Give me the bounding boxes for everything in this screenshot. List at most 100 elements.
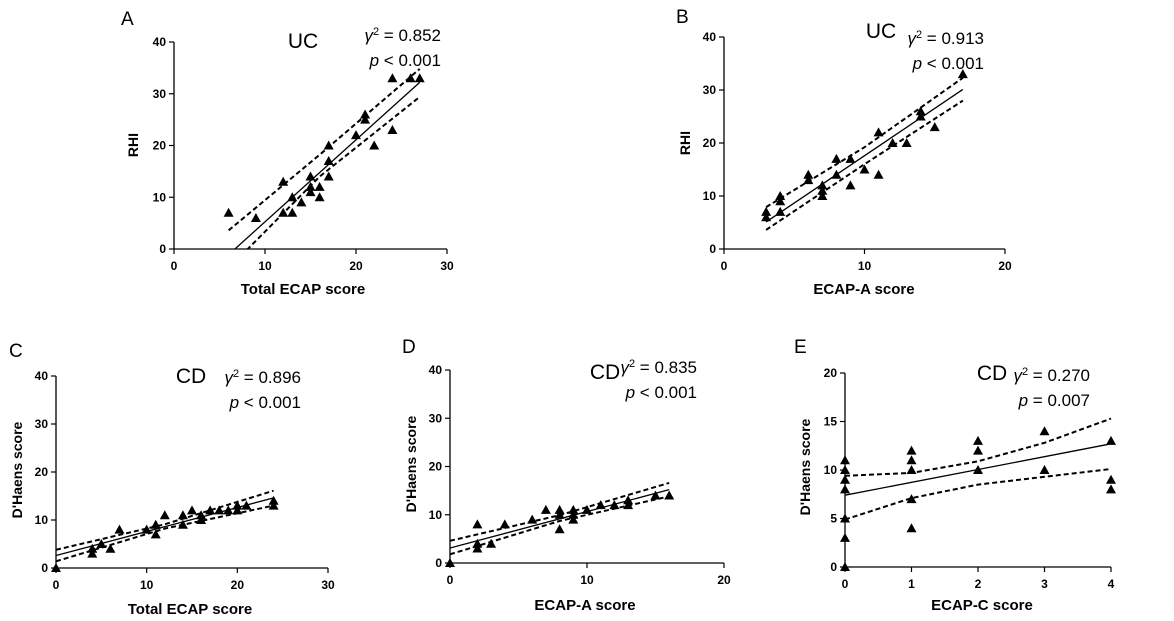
x-tick-label: 0 bbox=[53, 578, 60, 592]
r-squared-annotation: γ2 = 0.835 bbox=[620, 358, 697, 377]
data-point bbox=[840, 474, 850, 484]
data-point bbox=[775, 206, 786, 216]
x-tick-label: 10 bbox=[140, 578, 154, 592]
y-tick-label: 0 bbox=[159, 242, 166, 256]
p-value-annotation: p < 0.001 bbox=[625, 383, 697, 402]
y-tick-label: 40 bbox=[153, 35, 167, 49]
data-point bbox=[609, 500, 620, 510]
data-point bbox=[232, 500, 243, 510]
regression-line bbox=[765, 88, 964, 223]
data-point bbox=[906, 455, 917, 465]
y-tick-label: 10 bbox=[429, 508, 443, 522]
y-axis-label: RHI bbox=[677, 131, 693, 155]
confidence-band-upper bbox=[765, 76, 964, 208]
data-point bbox=[840, 513, 850, 523]
data-point bbox=[305, 181, 316, 191]
data-point bbox=[51, 563, 61, 572]
y-tick-label: 10 bbox=[824, 463, 838, 477]
data-point bbox=[268, 495, 279, 505]
data-point bbox=[803, 175, 814, 185]
data-point bbox=[623, 500, 634, 510]
x-tick-label: 10 bbox=[580, 573, 594, 587]
data-point bbox=[241, 500, 252, 510]
x-tick-label: 30 bbox=[440, 259, 454, 273]
data-point bbox=[314, 181, 325, 191]
data-point bbox=[623, 495, 634, 505]
p-value-annotation: p = 0.007 bbox=[1018, 391, 1090, 410]
data-point bbox=[472, 543, 483, 553]
data-point bbox=[906, 445, 917, 455]
panel-letter: B bbox=[676, 7, 689, 28]
panel-letter: E bbox=[794, 337, 807, 358]
data-point bbox=[817, 191, 828, 200]
data-point bbox=[775, 191, 786, 200]
confidence-band-lower bbox=[765, 99, 964, 231]
x-tick-label: 4 bbox=[1108, 577, 1115, 591]
data-point bbox=[840, 532, 850, 542]
data-point bbox=[775, 196, 786, 206]
data-point bbox=[840, 465, 850, 474]
x-axis-label: ECAP-C score bbox=[931, 597, 1033, 614]
confidence-band-upper bbox=[227, 68, 421, 232]
data-point bbox=[177, 510, 188, 520]
data-point bbox=[296, 197, 307, 207]
data-point bbox=[568, 509, 579, 519]
data-point bbox=[96, 539, 107, 548]
data-point bbox=[915, 106, 926, 116]
data-point bbox=[177, 519, 188, 529]
data-point bbox=[150, 529, 161, 539]
x-axis-label: Total ECAP score bbox=[128, 601, 252, 618]
regression-line bbox=[450, 489, 670, 549]
data-point bbox=[840, 484, 850, 494]
r-squared-annotation: γ2 = 0.852 bbox=[364, 26, 441, 45]
data-point bbox=[1039, 426, 1050, 436]
x-tick-label: 20 bbox=[998, 259, 1012, 273]
data-point bbox=[840, 455, 850, 465]
confidence-band-lower bbox=[246, 96, 421, 249]
regression-line bbox=[56, 497, 274, 557]
data-point bbox=[845, 180, 856, 190]
chart-title: UC bbox=[288, 30, 318, 53]
y-axis-label: RHI bbox=[125, 133, 141, 157]
data-point bbox=[817, 180, 828, 190]
data-point bbox=[957, 69, 968, 79]
y-tick-label: 30 bbox=[35, 417, 49, 431]
data-point bbox=[973, 435, 983, 445]
y-tick-label: 20 bbox=[153, 139, 167, 153]
data-point bbox=[369, 140, 380, 150]
y-tick-label: 20 bbox=[703, 136, 717, 150]
x-tick-label: 30 bbox=[321, 578, 335, 592]
data-point bbox=[323, 140, 334, 150]
data-point bbox=[1106, 474, 1116, 484]
confidence-band-lower bbox=[450, 495, 670, 556]
data-point bbox=[360, 109, 371, 119]
data-point bbox=[803, 169, 814, 179]
data-point bbox=[214, 505, 225, 515]
data-point bbox=[906, 494, 917, 504]
panel-c: 0 10 20 30 40 0 10 20 30 C CD γ2 = 0.896 p < 0.001 To… bbox=[9, 341, 335, 618]
data-point bbox=[831, 169, 842, 179]
y-tick-label: 40 bbox=[703, 30, 717, 44]
data-point bbox=[1106, 484, 1116, 494]
y-tick-label: 0 bbox=[830, 560, 837, 574]
p-value-annotation: p < 0.001 bbox=[369, 51, 441, 70]
data-point bbox=[554, 524, 565, 534]
x-tick-label: 20 bbox=[231, 578, 245, 592]
data-point bbox=[196, 510, 207, 520]
data-point bbox=[540, 504, 551, 514]
data-point bbox=[472, 538, 483, 548]
x-tick-label: 2 bbox=[975, 577, 982, 591]
chart-title: UC bbox=[866, 20, 896, 43]
data-point bbox=[114, 524, 125, 534]
r-squared-annotation: γ2 = 0.270 bbox=[1013, 366, 1090, 385]
data-point bbox=[287, 192, 298, 202]
data-point bbox=[929, 122, 940, 132]
r-squared-annotation: γ2 = 0.896 bbox=[224, 368, 301, 387]
data-point bbox=[387, 124, 398, 134]
y-tick-label: 40 bbox=[429, 363, 443, 377]
data-point bbox=[187, 505, 197, 515]
x-axis-label: Total ECAP score bbox=[241, 281, 365, 298]
data-point bbox=[906, 465, 917, 474]
data-point bbox=[414, 73, 425, 83]
data-point bbox=[664, 490, 675, 500]
